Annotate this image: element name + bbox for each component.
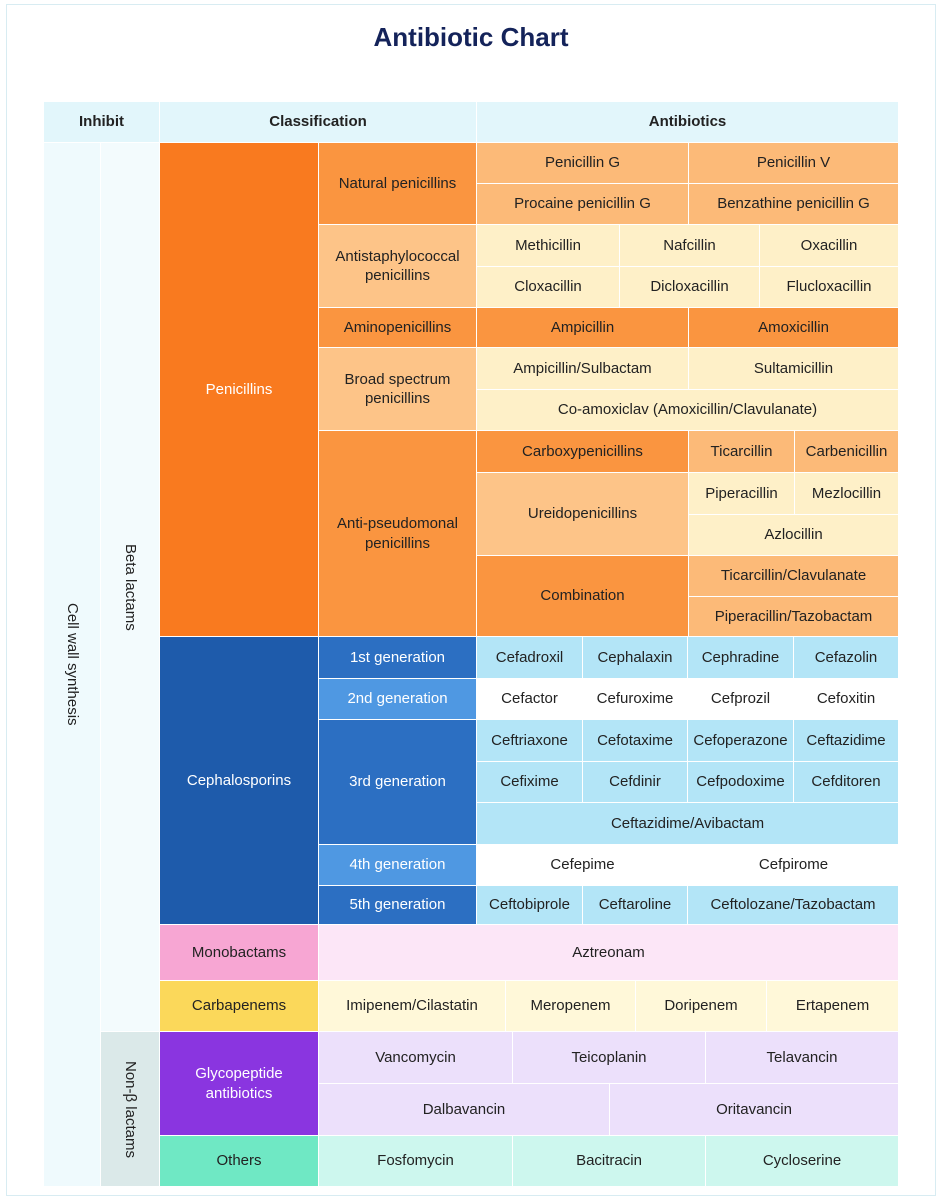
subclass-4th-generation: 4th generation	[319, 845, 476, 885]
drug-ampicillin-sulbactam: Ampicillin/Sulbactam	[477, 348, 688, 389]
drug-ceftobiprole: Ceftobiprole	[477, 886, 582, 924]
drug-cefprozil: Cefprozil	[688, 679, 793, 719]
drug-flucloxacillin: Flucloxacillin	[760, 267, 898, 307]
class-carbapenems: Carbapenems	[160, 981, 318, 1031]
drug-cefadroxil: Cefadroxil	[477, 637, 582, 678]
class-monobactams: Monobactams	[160, 925, 318, 980]
drug-cefoxitin: Cefoxitin	[794, 679, 898, 719]
drug-ceftaroline: Ceftaroline	[583, 886, 687, 924]
drug-dicloxacillin: Dicloxacillin	[620, 267, 759, 307]
drug-procaine-penicillin-g: Procaine penicillin G	[477, 184, 688, 224]
drug-cefotaxime: Cefotaxime	[583, 720, 687, 761]
drug-cephradine: Cephradine	[688, 637, 793, 678]
inhibit-cell-wall-synthesis: Cell wall synthesis	[44, 143, 100, 1186]
class-penicillins: Penicillins	[160, 143, 318, 636]
drug-piperacillin-tazobactam: Piperacillin/Tazobactam	[689, 597, 898, 636]
subclass-aminopenicillins: Aminopenicillins	[319, 308, 476, 347]
drug-meropenem: Meropenem	[506, 981, 635, 1031]
drug-ertapenem: Ertapenem	[767, 981, 898, 1031]
drug-vancomycin: Vancomycin	[319, 1032, 512, 1083]
drug-benzathine-penicillin-g: Benzathine penicillin G	[689, 184, 898, 224]
drug-aztreonam: Aztreonam	[319, 925, 898, 980]
subclass-2nd-generation: 2nd generation	[319, 679, 476, 719]
drug-ticarcillin: Ticarcillin	[689, 431, 794, 472]
subclass-antistaphylococcal-penicillins: Antistaphylococcal penicillins	[319, 225, 476, 307]
drug-ceftriaxone: Ceftriaxone	[477, 720, 582, 761]
drug-cefdinir: Cefdinir	[583, 762, 687, 802]
drug-methicillin: Methicillin	[477, 225, 619, 266]
drug-cloxacillin: Cloxacillin	[477, 267, 619, 307]
header-antibiotics: Antibiotics	[477, 102, 898, 142]
class-others: Others	[160, 1136, 318, 1186]
drug-ceftazidime-avibactam: Ceftazidime/Avibactam	[477, 803, 898, 844]
drug-mezlocillin: Mezlocillin	[795, 473, 898, 514]
drug-bacitracin: Bacitracin	[513, 1136, 705, 1186]
drug-co-amoxiclav: Co-amoxiclav (Amoxicillin/Clavulanate)	[477, 390, 898, 430]
drug-azlocillin: Azlocillin	[689, 515, 898, 555]
drug-piperacillin: Piperacillin	[689, 473, 794, 514]
header-classification: Classification	[160, 102, 476, 142]
drug-cefactor: Cefactor	[477, 679, 582, 719]
drug-nafcillin: Nafcillin	[620, 225, 759, 266]
subclass-1st-generation: 1st generation	[319, 637, 476, 678]
drug-cefditoren: Cefditoren	[794, 762, 898, 802]
group-beta-lactams: Beta lactams	[101, 143, 159, 1031]
drug-dalbavancin: Dalbavancin	[319, 1084, 609, 1135]
subclass-3rd-generation: 3rd generation	[319, 720, 476, 844]
chart-title: Antibiotic Chart	[0, 22, 942, 53]
subgroup-ureidopenicillins: Ureidopenicillins	[477, 473, 688, 555]
class-cephalosporins: Cephalosporins	[160, 637, 318, 924]
drug-cefazolin: Cefazolin	[794, 637, 898, 678]
drug-ampicillin: Ampicillin	[477, 308, 688, 347]
drug-oxacillin: Oxacillin	[760, 225, 898, 266]
subclass-5th-generation: 5th generation	[319, 886, 476, 924]
drug-cefpirome: Cefpirome	[689, 845, 898, 885]
drug-ceftazidime: Ceftazidime	[794, 720, 898, 761]
drug-penicillin-v: Penicillin V	[689, 143, 898, 183]
drug-penicillin-g: Penicillin G	[477, 143, 688, 183]
drug-cefuroxime: Cefuroxime	[583, 679, 687, 719]
drug-ceftolozane-tazobactam: Ceftolozane/Tazobactam	[688, 886, 898, 924]
drug-amoxicillin: Amoxicillin	[689, 308, 898, 347]
subclass-anti-pseudomonal-penicillins: Anti-pseudomonal penicillins	[319, 431, 476, 636]
subclass-natural-penicillins: Natural penicillins	[319, 143, 476, 224]
subclass-broad-spectrum-penicillins: Broad spectrum penicillins	[319, 348, 476, 430]
drug-fosfomycin: Fosfomycin	[319, 1136, 512, 1186]
drug-cefoperazone: Cefoperazone	[688, 720, 793, 761]
class-glycopeptide-antibiotics: Glycopeptide antibiotics	[160, 1032, 318, 1135]
drug-cefepime: Cefepime	[477, 845, 688, 885]
drug-teicoplanin: Teicoplanin	[513, 1032, 705, 1083]
subgroup-carboxypenicillins: Carboxypenicillins	[477, 431, 688, 472]
drug-cefixime: Cefixime	[477, 762, 582, 802]
drug-oritavancin: Oritavancin	[610, 1084, 898, 1135]
drug-carbenicillin: Carbenicillin	[795, 431, 898, 472]
drug-cycloserine: Cycloserine	[706, 1136, 898, 1186]
drug-doripenem: Doripenem	[636, 981, 766, 1031]
drug-imipenem-cilastatin: Imipenem/Cilastatin	[319, 981, 505, 1031]
header-inhibit: Inhibit	[44, 102, 159, 142]
drug-sultamicillin: Sultamicillin	[689, 348, 898, 389]
subgroup-combination: Combination	[477, 556, 688, 636]
drug-telavancin: Telavancin	[706, 1032, 898, 1083]
drug-ticarcillin-clavulanate: Ticarcillin/Clavulanate	[689, 556, 898, 596]
group-non-beta-lactams: Non-β lactams	[101, 1032, 159, 1186]
drug-cephalaxin: Cephalaxin	[583, 637, 687, 678]
drug-cefpodoxime: Cefpodoxime	[688, 762, 793, 802]
